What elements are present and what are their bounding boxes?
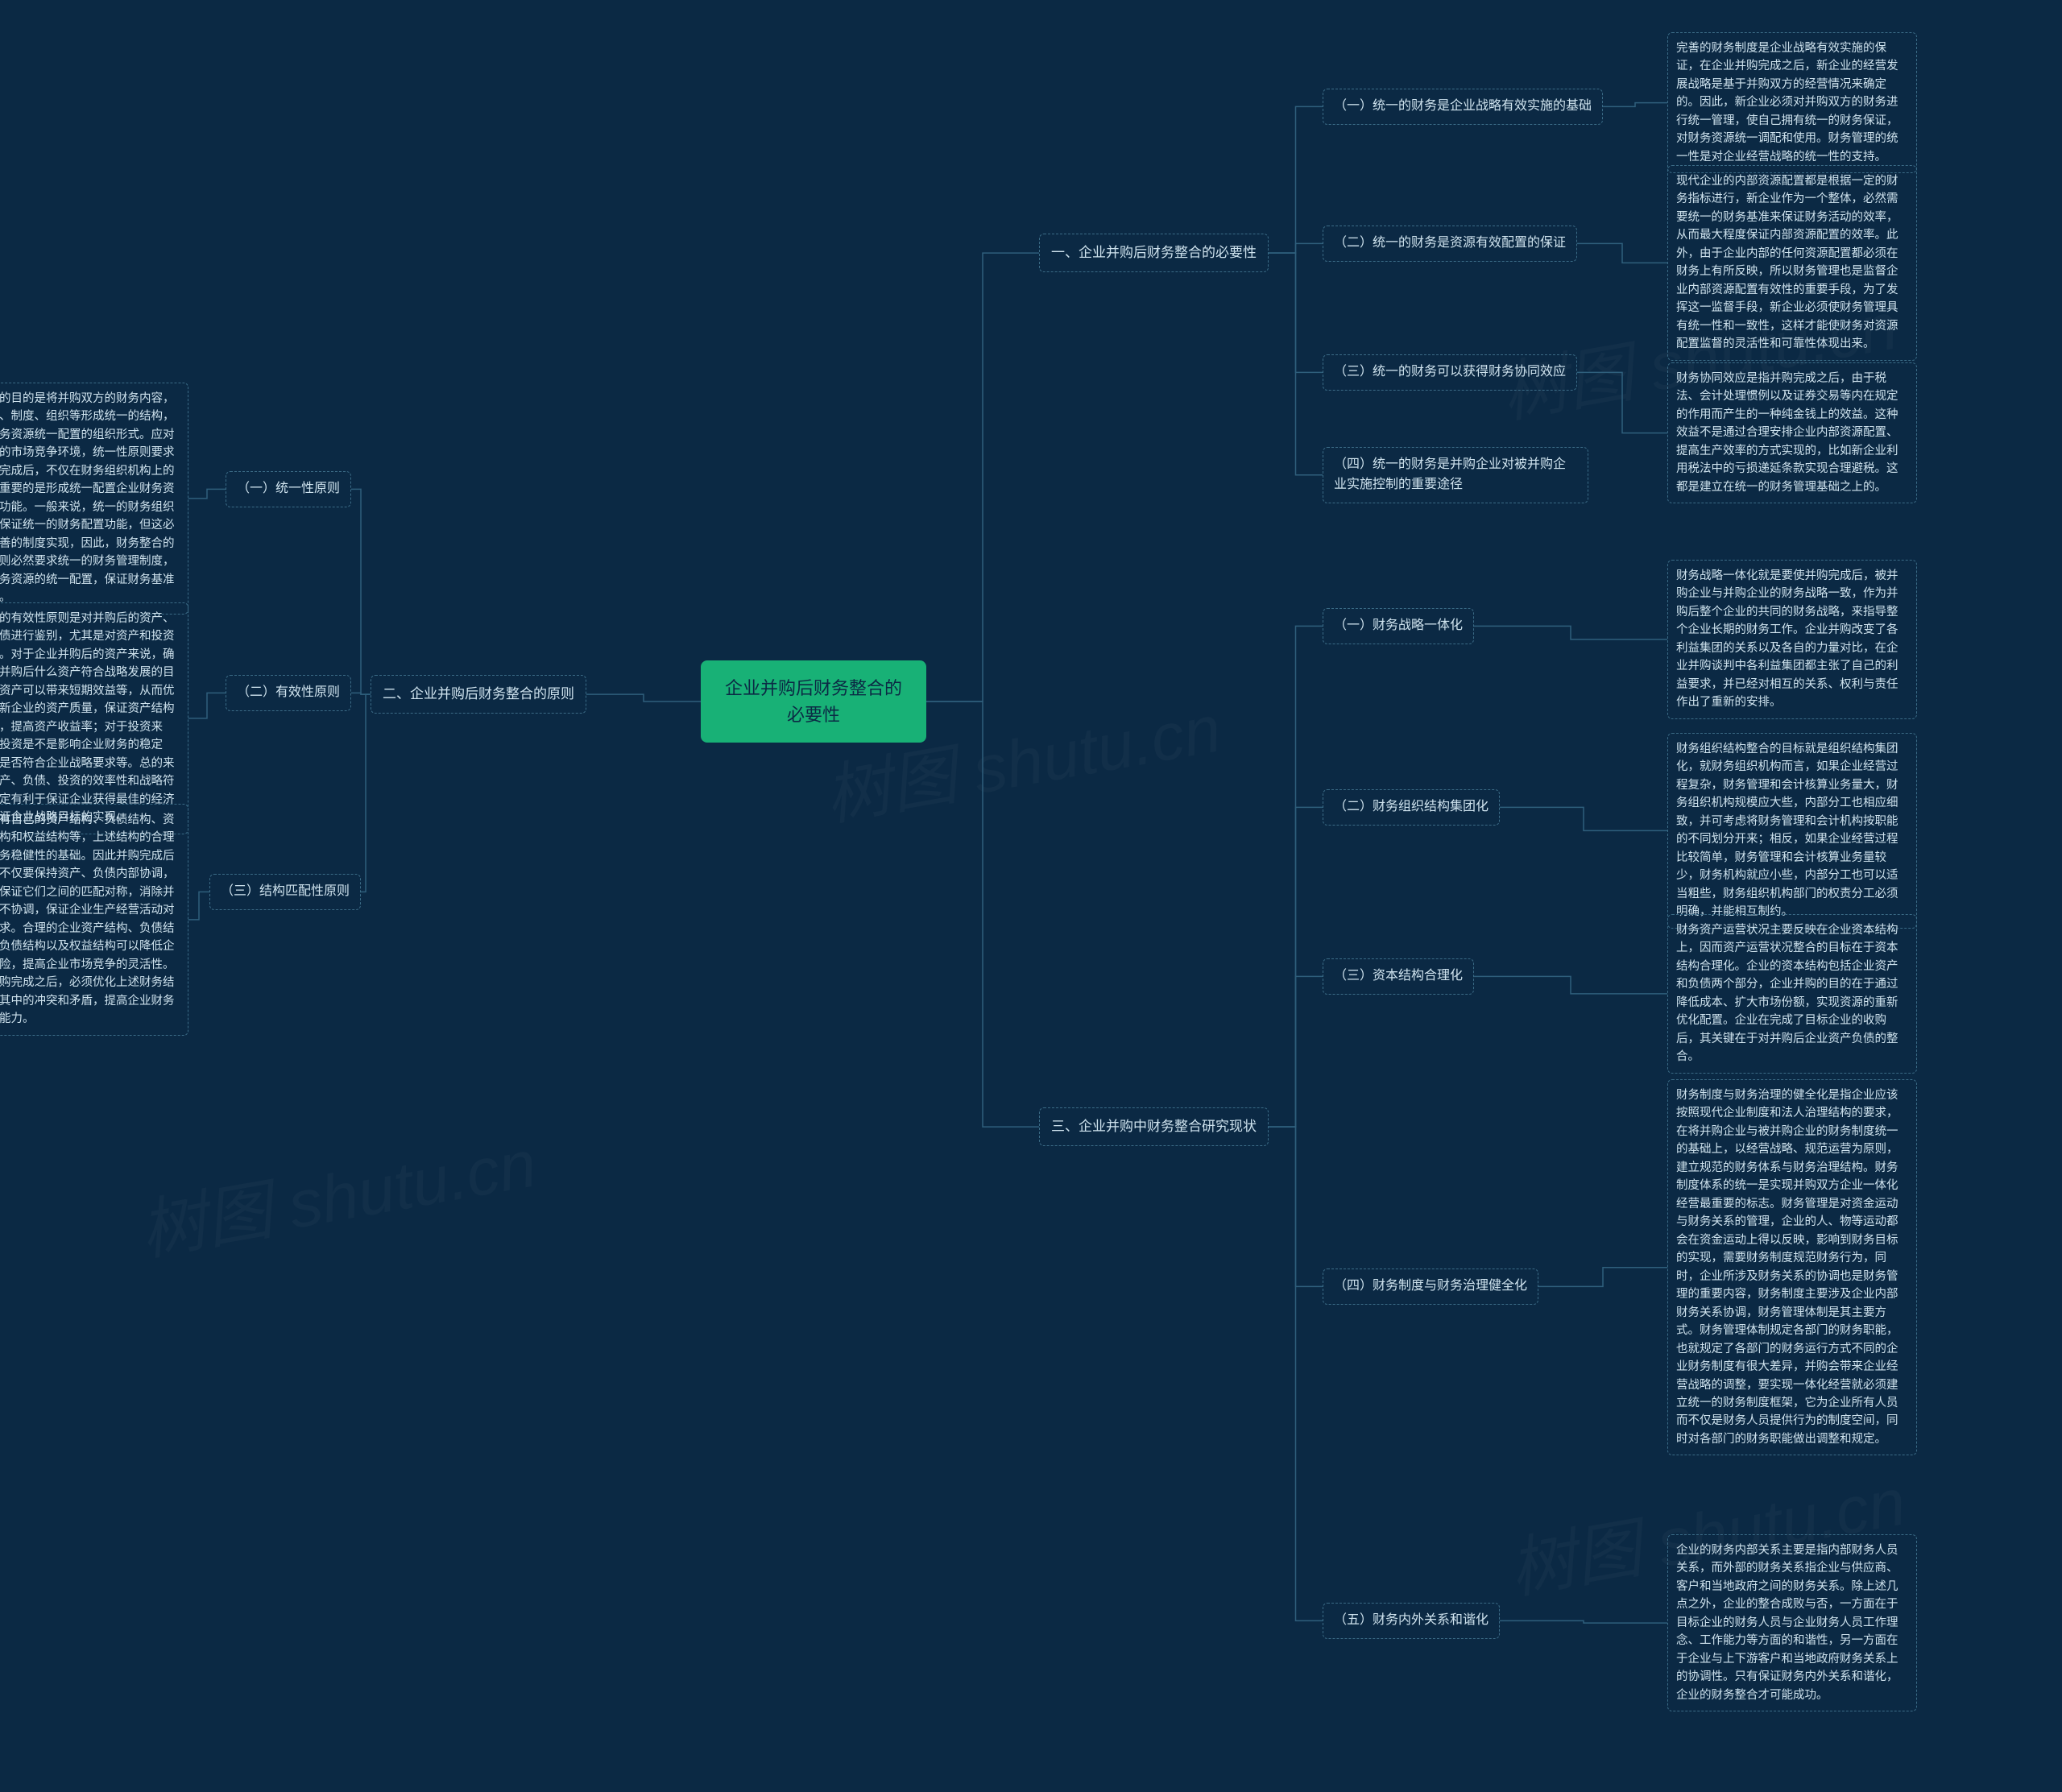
- branch-1-sub-2: （二）统一的财务是资源有效配置的保证: [1323, 226, 1577, 262]
- branch-2-sub-1-leaf: 财务整合的目的是将并购双方的财务内容，包括资源、制度、组织等形成统一的结构，以确…: [0, 383, 188, 615]
- branch-2-sub-3-leaf: 企业必定有自己的资产结构、负债结构、资产负债结构和权益结构等，上述结构的合理匹配…: [0, 804, 188, 1036]
- branch-3-sub-4-leaf: 财务制度与财务治理的健全化是指企业应该按照现代企业制度和法人治理结构的要求，在将…: [1667, 1079, 1917, 1455]
- branch-3-sub-1: （一）财务战略一体化: [1323, 608, 1474, 644]
- branch-1-sub-1-leaf: 完善的财务制度是企业战略有效实施的保证，在企业并购完成之后，新企业的经营发展战略…: [1667, 32, 1917, 173]
- branch-1-sub-1: （一）统一的财务是企业战略有效实施的基础: [1323, 89, 1603, 125]
- branch-2-sub-1: （一）统一性原则: [226, 471, 351, 507]
- branch-1-sub-3: （三）统一的财务可以获得财务协同效应: [1323, 354, 1577, 391]
- branch-3-sub-1-leaf: 财务战略一体化就是要使并购完成后，被并购企业与并购企业的财务战略一致，作为并购后…: [1667, 560, 1917, 719]
- branch-1: 一、企业并购后财务整合的必要性: [1039, 234, 1269, 272]
- branch-3-sub-2: （二）财务组织结构集团化: [1323, 789, 1500, 826]
- branch-2-sub-3: （三）结构匹配性原则: [209, 874, 361, 910]
- branch-3-sub-5: （五）财务内外关系和谐化: [1323, 1603, 1500, 1639]
- branch-3-sub-5-leaf: 企业的财务内部关系主要是指内部财务人员关系，而外部的财务关系指企业与供应商、客户…: [1667, 1534, 1917, 1711]
- branch-3-sub-4: （四）财务制度与财务治理健全化: [1323, 1268, 1538, 1305]
- branch-1-sub-3-leaf: 财务协同效应是指并购完成之后，由于税法、会计处理惯例以及证券交易等内在规定的作用…: [1667, 362, 1917, 503]
- branch-3-sub-3: （三）资本结构合理化: [1323, 958, 1474, 995]
- branch-3-sub-3-leaf: 财务资产运营状况主要反映在企业资本结构上，因而资产运营状况整合的目标在于资本结构…: [1667, 914, 1917, 1074]
- branch-3-sub-2-leaf: 财务组织结构整合的目标就是组织结构集团化，就财务组织机构而言，如果企业经营过程复…: [1667, 733, 1917, 929]
- branch-2: 二、企业并购后财务整合的原则: [371, 675, 586, 714]
- branch-2-sub-2-leaf: 财务整合的有效性原则是对并购后的资产、投资、负债进行鉴别，尤其是对资产和投资进行…: [0, 602, 188, 834]
- branch-1-sub-4: （四）统一的财务是并购企业对被并购企业实施控制的重要途径: [1323, 447, 1588, 503]
- branch-2-sub-2: （二）有效性原则: [226, 675, 351, 711]
- branch-1-sub-2-leaf: 现代企业的内部资源配置都是根据一定的财务指标进行，新企业作为一个整体，必然需要统…: [1667, 165, 1917, 361]
- watermark: 树图 shutu.cn: [131, 1110, 542, 1273]
- branch-3: 三、企业并购中财务整合研究现状: [1039, 1107, 1269, 1146]
- root-node: 企业并购后财务整合的必要性: [701, 660, 926, 743]
